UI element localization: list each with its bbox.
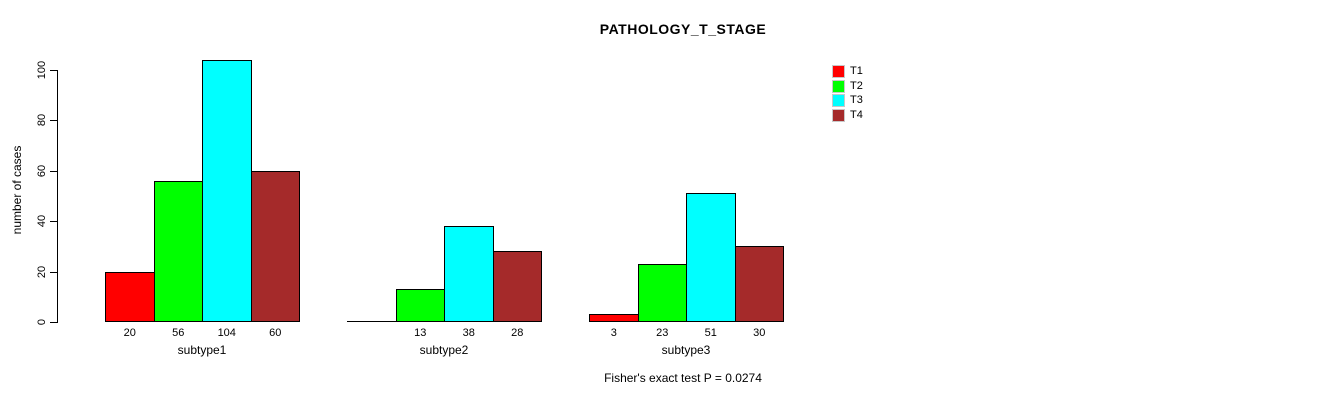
legend-label-t1: T1 (850, 65, 863, 77)
bar-t3-subtype3 (686, 193, 736, 322)
x-category-label-subtype1: subtype1 (177, 343, 227, 357)
y-axis-line (57, 70, 58, 323)
bar-value-label: 104 (217, 327, 236, 339)
legend-swatch-t1 (832, 65, 845, 78)
bar-t2-subtype2 (395, 289, 445, 322)
legend-swatch-t4 (832, 108, 845, 122)
y-tick-mark (50, 271, 57, 273)
y-tick-label: 100 (36, 60, 48, 80)
bar-t2-subtype1 (153, 181, 203, 322)
x-category-label-subtype2: subtype2 (419, 343, 469, 357)
bar-value-label: 56 (172, 327, 185, 339)
bar-value-label: 38 (462, 327, 475, 339)
bar-t4-subtype3 (734, 246, 784, 322)
bar-value-label: 30 (753, 327, 766, 339)
legend-label-t3: T3 (850, 94, 863, 106)
bar-t1-subtype1 (105, 272, 155, 322)
bar-value-label: 28 (511, 327, 524, 339)
legend-swatch-t3 (832, 94, 845, 107)
y-axis-label: number of cases (10, 145, 24, 235)
bar-value-label: 20 (123, 327, 136, 339)
bar-t4-subtype2 (492, 251, 542, 322)
y-tick-mark (50, 221, 57, 223)
bar-t1-subtype3 (589, 314, 639, 322)
bar-value-label: 3 (610, 327, 617, 339)
y-tick-mark (50, 170, 57, 172)
y-tick-mark (50, 120, 57, 122)
legend-label-t4: T4 (850, 108, 863, 121)
legend-label-t2: T2 (850, 79, 863, 92)
bar-value-label: 51 (704, 327, 717, 339)
legend-swatch-t2 (832, 79, 845, 93)
bar-value-label: 60 (269, 327, 282, 339)
stat-test-annotation: Fisher's exact test P = 0.0274 (604, 371, 762, 385)
bar-t2-subtype3 (637, 264, 687, 322)
bar-t1-subtype2 (347, 321, 397, 322)
bar-t3-subtype1 (202, 60, 252, 322)
y-tick-mark (50, 70, 57, 71)
bar-value-label: 23 (656, 327, 669, 339)
bar-value-label: 13 (414, 327, 427, 339)
bar-t3-subtype2 (444, 226, 494, 322)
chart-title: PATHOLOGY_T_STAGE (599, 21, 767, 37)
x-category-label-subtype3: subtype3 (661, 343, 711, 357)
y-tick-mark (50, 322, 57, 323)
bar-t4-subtype1 (250, 171, 300, 322)
